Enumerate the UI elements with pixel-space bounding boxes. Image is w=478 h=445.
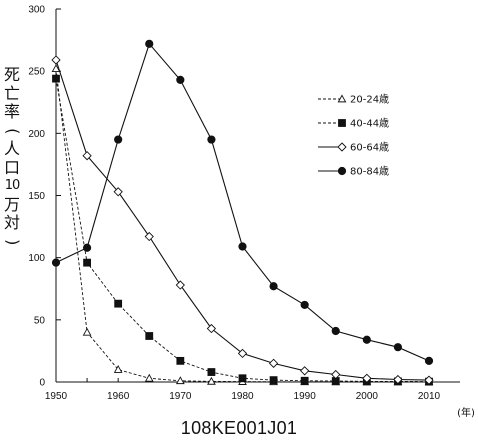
legend-label: 60-64歳 [350, 142, 389, 154]
data-point [82, 243, 92, 252]
data-point [206, 323, 217, 334]
data-point [362, 335, 371, 344]
data-point [51, 258, 61, 267]
data-point [145, 332, 154, 340]
data-point [331, 326, 340, 336]
y-axis-label-char: ( [3, 127, 23, 134]
y-axis-label: 死亡率 ( 人口 10 万対) [2, 65, 23, 251]
data-point [82, 327, 92, 336]
data-point [238, 242, 247, 251]
data-point [176, 75, 185, 84]
data-point [269, 282, 278, 291]
y-axis-label-char: ) [3, 238, 23, 245]
x-tick-label: 2000 [356, 391, 379, 402]
legend-label: 40-44歳 [350, 118, 389, 130]
y-tick-label: 300 [28, 5, 45, 16]
data-point [331, 369, 341, 380]
legend-label: 80-84歳 [350, 166, 389, 178]
data-point [300, 376, 309, 385]
data-point [238, 374, 247, 383]
data-point [207, 135, 216, 144]
x-tick-label: 2010 [418, 391, 441, 402]
series-line-4 [55, 42, 430, 362]
figure-caption: 108KE001J01 [180, 418, 298, 438]
y-axis-label-char: 万 [3, 194, 20, 214]
data-point [237, 348, 248, 359]
y-tick-label: 200 [28, 129, 45, 140]
y-axis-label-char: 率 [3, 102, 20, 121]
data-point [114, 299, 123, 308]
series-line-3 [55, 59, 430, 381]
y-axis-label-char: 口 [3, 157, 20, 177]
data-point [175, 376, 185, 385]
data-point [424, 375, 434, 385]
data-point [300, 300, 309, 310]
data-point [51, 64, 61, 73]
x-tick-label: 1970 [169, 391, 192, 402]
data-point [207, 368, 216, 376]
data-point [207, 376, 216, 385]
x-tick-label: 1960 [107, 391, 130, 402]
data-point [51, 55, 61, 65]
y-axis-label-char: 対 [3, 213, 20, 232]
legend-marker [337, 142, 347, 152]
data-point [362, 373, 372, 383]
x-tick-label: 1980 [231, 391, 254, 402]
data-point [144, 231, 154, 242]
legend-marker [337, 166, 347, 176]
data-point [83, 258, 91, 267]
data-point [424, 356, 434, 365]
data-point [113, 365, 123, 373]
data-point [52, 74, 60, 83]
y-tick-label: 150 [28, 191, 45, 202]
data-point [113, 187, 123, 197]
data-point [144, 373, 154, 382]
x-axis-unit: (年) [457, 406, 475, 419]
data-point [145, 39, 154, 48]
x-tick-label: 1950 [45, 391, 68, 402]
y-axis-label-char: 人 [3, 139, 20, 158]
data-point [393, 343, 403, 352]
data-point [300, 366, 310, 376]
y-tick-label: 100 [28, 253, 45, 264]
legend-marker [337, 94, 347, 103]
data-point [268, 358, 279, 368]
y-tick-label: 50 [34, 315, 46, 326]
y-tick-label: 250 [28, 67, 45, 78]
legend-label: 20-24歳 [350, 94, 389, 106]
y-axis-label-char: 死 [3, 65, 20, 84]
series-line-1 [55, 68, 429, 383]
data-point [175, 280, 185, 290]
data-point [82, 151, 92, 161]
y-tick-label: 0 [39, 378, 45, 389]
x-tick-label: 1990 [294, 391, 317, 402]
y-axis-label-char: 10 [4, 178, 21, 193]
legend-marker [338, 119, 346, 127]
data-point [269, 376, 278, 385]
data-point [114, 135, 123, 144]
y-axis-label-char: 亡 [3, 83, 20, 103]
data-point [176, 356, 185, 365]
data-point [393, 374, 403, 385]
